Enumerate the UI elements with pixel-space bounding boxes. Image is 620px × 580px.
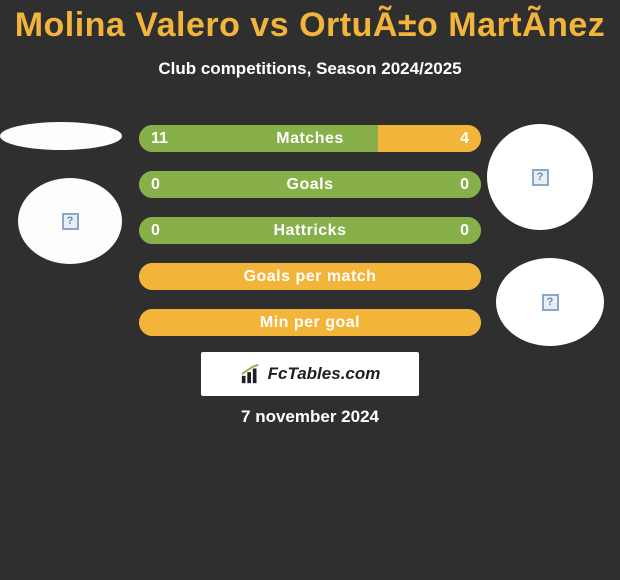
- bar-chart-icon: [240, 363, 262, 385]
- stat-row-goals: 0 Goals 0: [139, 171, 481, 198]
- stat-row-right-value: 4: [460, 125, 469, 152]
- fctables-logo[interactable]: FcTables.com: [201, 352, 419, 396]
- stat-rows: 11 Matches 4 0 Goals 0 0 Hattricks 0 Goa…: [139, 125, 481, 355]
- page-title: Molina Valero vs OrtuÃ±o MartÃnez: [0, 0, 620, 45]
- stat-row-goals-per-match: Goals per match: [139, 263, 481, 290]
- stat-row-hattricks: 0 Hattricks 0: [139, 217, 481, 244]
- stat-row-label: Hattricks: [139, 217, 481, 244]
- stat-row-matches: 11 Matches 4: [139, 125, 481, 152]
- player-left-avatar: ?: [18, 178, 122, 264]
- placeholder-icon: ?: [532, 169, 549, 186]
- player-right-club: ?: [496, 258, 604, 346]
- player-right-avatar: ?: [487, 124, 593, 230]
- decorative-ellipse: [0, 122, 122, 150]
- season-subtitle: Club competitions, Season 2024/2025: [0, 59, 620, 79]
- stat-row-right-value: 0: [460, 171, 469, 198]
- stat-row-label: Goals: [139, 171, 481, 198]
- stat-row-min-per-goal: Min per goal: [139, 309, 481, 336]
- stat-row-label: Matches: [139, 125, 481, 152]
- fctables-logo-text: FcTables.com: [268, 364, 381, 384]
- placeholder-icon: ?: [542, 294, 559, 311]
- stat-row-right-value: 0: [460, 217, 469, 244]
- comparison-card: Molina Valero vs OrtuÃ±o MartÃnez Club c…: [0, 0, 620, 580]
- snapshot-date: 7 november 2024: [0, 407, 620, 427]
- stat-row-label: Min per goal: [139, 309, 481, 336]
- placeholder-icon: ?: [62, 213, 79, 230]
- stat-row-label: Goals per match: [139, 263, 481, 290]
